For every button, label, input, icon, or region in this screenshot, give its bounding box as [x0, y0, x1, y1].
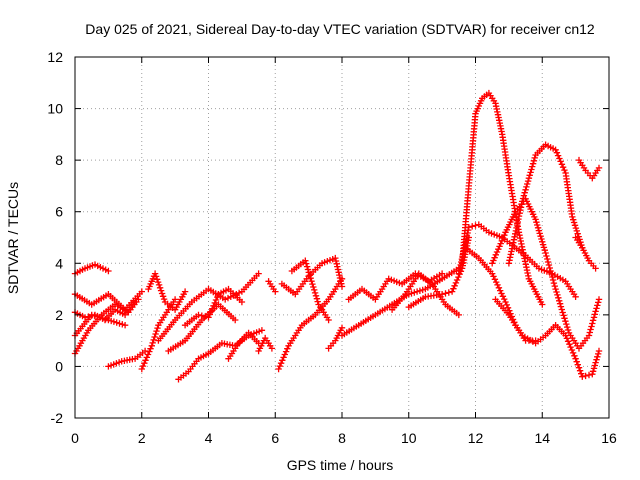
- series-arc-ee: [572, 234, 599, 272]
- series-markers: [138, 296, 179, 373]
- x-tick-label: 2: [138, 430, 146, 446]
- series-arc-s: [325, 324, 346, 352]
- y-tick-label: 10: [47, 101, 63, 117]
- x-tick-label: 8: [338, 430, 346, 446]
- series-markers: [572, 234, 599, 272]
- y-axis-label: SDTVAR / TECUs: [5, 182, 21, 294]
- series-markers: [288, 257, 332, 324]
- x-tick-label: 6: [271, 430, 279, 446]
- grid: [75, 57, 609, 418]
- series-markers: [489, 195, 603, 352]
- series-arc-l: [181, 285, 246, 329]
- series-markers: [492, 296, 603, 380]
- y-tick-label: 6: [55, 204, 63, 220]
- y-tick-label: 4: [55, 255, 63, 271]
- tick-labels: 0 2 4 6 8 10 12 14 16 -2 0 2 4 6 8 10 12: [47, 49, 617, 446]
- series-markers: [275, 275, 346, 373]
- series-arc-p: [278, 254, 346, 298]
- y-tick-label: 0: [55, 358, 63, 374]
- series-layer: [71, 89, 603, 383]
- series-markers: [265, 278, 279, 295]
- series-arc-v: [388, 270, 462, 319]
- series-markers: [225, 329, 262, 362]
- series-arc-h: [145, 270, 189, 313]
- series-markers: [338, 265, 462, 339]
- series-arc-bb: [505, 141, 586, 267]
- x-tick-label: 10: [401, 430, 417, 446]
- y-tick-label: 2: [55, 307, 63, 323]
- series-markers: [575, 156, 603, 182]
- x-tick-label: 12: [468, 430, 484, 446]
- x-tick-label: 0: [71, 430, 79, 446]
- series-markers: [325, 324, 346, 352]
- series-markers: [181, 285, 246, 329]
- series-arc-aa: [489, 195, 603, 352]
- chart-title: Day 025 of 2021, Sidereal Day-to-day VTE…: [85, 21, 595, 37]
- x-tick-label: 4: [205, 430, 213, 446]
- y-tick-label: 8: [55, 152, 63, 168]
- series-arc-i: [155, 270, 262, 344]
- series-markers: [105, 347, 149, 370]
- x-axis-label: GPS time / hours: [287, 457, 394, 473]
- series-markers: [505, 141, 586, 267]
- y-tick-label: -2: [51, 410, 64, 426]
- series-markers: [455, 221, 579, 300]
- series-arc-r: [288, 257, 332, 324]
- series-arc-t: [338, 265, 462, 339]
- series-arc-m: [225, 329, 262, 362]
- series-markers: [458, 89, 546, 308]
- series-arc-y: [455, 221, 579, 300]
- x-tick-label: 14: [534, 430, 550, 446]
- series-markers: [255, 334, 276, 355]
- series-arc-q: [275, 275, 346, 373]
- series-arc-g: [138, 296, 179, 373]
- series-arc-n: [265, 278, 279, 295]
- series-arc-o: [255, 334, 276, 355]
- x-tick-label: 16: [601, 430, 617, 446]
- y-tick-label: 12: [47, 49, 63, 65]
- ticks: [74, 56, 610, 419]
- series-arc-cc: [492, 296, 603, 380]
- series-markers: [388, 270, 462, 319]
- series-markers: [278, 254, 346, 298]
- series-arc-dd: [575, 156, 603, 182]
- series-arc-f: [105, 347, 149, 370]
- series-markers: [155, 270, 262, 344]
- series-markers: [145, 270, 189, 313]
- series-arc-x: [458, 89, 546, 308]
